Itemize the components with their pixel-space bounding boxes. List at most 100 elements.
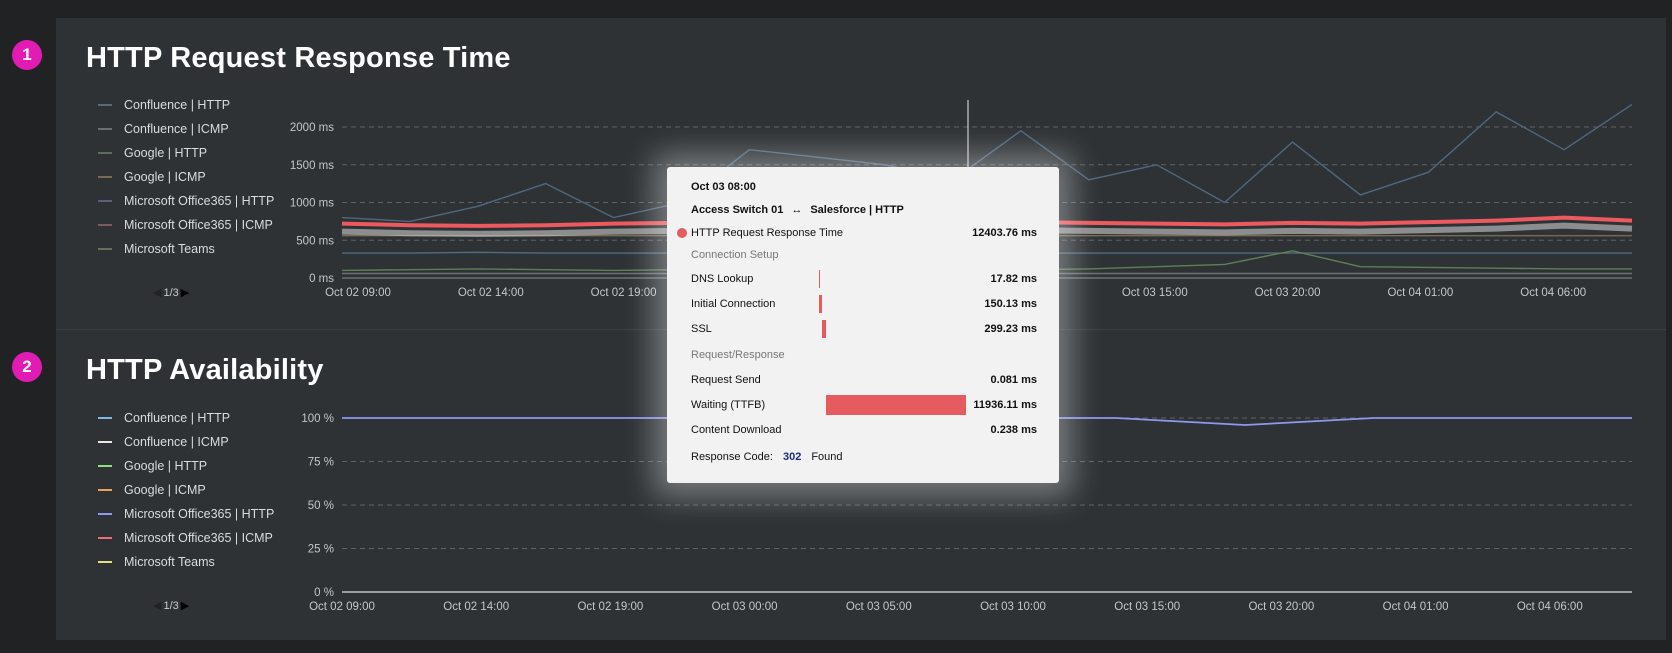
y-tick-label: 2000 ms (290, 122, 334, 134)
legend-label: Confluence | HTTP (124, 411, 231, 425)
x-tick-label: Oct 04 06:00 (1520, 287, 1586, 299)
legend-label: Microsoft Office365 | HTTP (124, 507, 275, 521)
tooltip-metric-value: 12403.76 ms (972, 227, 1037, 239)
legend-swatch (98, 176, 112, 178)
timing-bar (822, 320, 826, 338)
legend-label: Google | ICMP (124, 170, 206, 184)
x-tick-label: Oct 03 15:00 (1122, 287, 1188, 299)
timing-value: 150.13 ms (984, 298, 1037, 310)
pager-prev-icon[interactable]: ◀ (153, 600, 162, 612)
panel-title: HTTP Availability (86, 354, 324, 386)
pager-prev-icon[interactable]: ◀ (153, 287, 162, 299)
legend-label: Google | HTTP (124, 459, 208, 473)
tooltip-section-heading: Request/Response (691, 349, 785, 361)
legend-item[interactable]: Google | ICMP (98, 478, 274, 502)
legend-label: Microsoft Office365 | ICMP (124, 531, 273, 545)
timing-row: Initial Connection 150.13 ms (691, 295, 1037, 313)
timing-label: Waiting (TTFB) (691, 399, 766, 411)
timing-label: Initial Connection (691, 298, 776, 310)
legend-swatch (98, 128, 112, 130)
x-tick-label: Oct 04 06:00 (1517, 601, 1583, 613)
legend-item[interactable]: Confluence | HTTP (98, 93, 274, 117)
legend-label: Confluence | ICMP (124, 435, 229, 449)
chart-legend: Confluence | HTTP Confluence | ICMP Google… (98, 406, 274, 574)
timing-row: DNS Lookup 17.82 ms (691, 270, 1037, 288)
x-tick-label: Oct 03 20:00 (1255, 287, 1321, 299)
legend-item[interactable]: Microsoft Office365 | ICMP (98, 213, 274, 237)
legend-item[interactable]: Microsoft Office365 | HTTP (98, 502, 274, 526)
timing-value: 11936.11 ms (973, 399, 1037, 411)
legend-swatch (98, 489, 112, 491)
pager-next-icon[interactable]: ▶ (180, 287, 190, 299)
x-tick-label: Oct 02 14:00 (443, 601, 509, 613)
timing-label: Content Download (691, 424, 782, 436)
tooltip-target: Salesforce | HTTP (810, 204, 904, 216)
timing-label: Request Send (691, 374, 761, 386)
timing-bar (819, 295, 822, 313)
pager-label: 1/3 (163, 286, 179, 299)
tooltip-path: Access Switch 01 ↔ Salesforce | HTTP (691, 202, 1037, 218)
x-tick-label: Oct 02 09:00 (325, 287, 391, 299)
legend-label: Confluence | ICMP (124, 122, 229, 136)
legend-swatch (98, 417, 112, 419)
pager-next-icon[interactable]: ▶ (180, 600, 190, 612)
legend-label: Microsoft Teams (124, 555, 215, 569)
legend-item[interactable]: Google | HTTP (98, 141, 274, 165)
tooltip-time: Oct 03 08:00 (691, 181, 756, 193)
x-tick-label: Oct 02 14:00 (458, 287, 524, 299)
timing-row: Waiting (TTFB) 11936.11 ms (691, 395, 1037, 415)
panel-title: HTTP Request Response Time (86, 42, 511, 74)
y-tick-label: 1500 ms (290, 160, 334, 172)
legend-swatch (98, 248, 112, 250)
legend-item[interactable]: Google | HTTP (98, 454, 274, 478)
series-dot-icon (677, 228, 687, 238)
timing-value: 299.23 ms (984, 323, 1037, 335)
legend-item[interactable]: Confluence | HTTP (98, 406, 274, 430)
legend-swatch (98, 152, 112, 154)
legend-swatch (98, 224, 112, 226)
x-tick-label: Oct 02 19:00 (591, 287, 657, 299)
legend-swatch (98, 441, 112, 443)
timing-row: Content Download 0.238 ms (691, 422, 1037, 438)
legend-swatch (98, 561, 112, 563)
legend-swatch (98, 104, 112, 106)
legend-label: Google | ICMP (124, 483, 206, 497)
legend-label: Google | HTTP (124, 146, 208, 160)
tooltip-section-heading: Connection Setup (691, 249, 779, 261)
legend-pager[interactable]: ◀ 1/3 ▶ (153, 286, 190, 300)
tooltip-metric-label: HTTP Request Response Time (691, 227, 844, 239)
legend-swatch (98, 200, 112, 202)
legend-swatch (98, 537, 112, 539)
chart-legend: Confluence | HTTP Confluence | ICMP Google… (98, 93, 274, 261)
x-tick-label: Oct 04 01:00 (1387, 287, 1453, 299)
legend-item[interactable]: Microsoft Teams (98, 237, 274, 261)
tooltip-source: Access Switch 01 (691, 204, 784, 216)
timing-value: 0.081 ms (990, 374, 1037, 386)
legend-item[interactable]: Confluence | ICMP (98, 117, 274, 141)
legend-label: Microsoft Teams (124, 242, 215, 256)
x-tick-label: Oct 04 01:00 (1383, 601, 1449, 613)
x-tick-label: Oct 03 00:00 (712, 601, 778, 613)
tooltip-metric-row: HTTP Request Response Time 12403.76 ms (677, 225, 1037, 241)
legend-item[interactable]: Microsoft Office365 | ICMP (98, 526, 274, 550)
chart-tooltip: Oct 03 08:00 Access Switch 01 ↔ Salesfor… (667, 167, 1059, 483)
x-tick-label: Oct 03 05:00 (846, 601, 912, 613)
panel-number-badge: 1 (12, 40, 42, 70)
legend-swatch (98, 465, 112, 467)
legend-label: Microsoft Office365 | ICMP (124, 218, 273, 232)
legend-item[interactable]: Google | ICMP (98, 165, 274, 189)
legend-item[interactable]: Microsoft Teams (98, 550, 274, 574)
y-tick-label: 100 % (301, 413, 334, 425)
timing-label: DNS Lookup (691, 273, 754, 285)
bidirectional-arrow-icon: ↔ (791, 204, 803, 216)
legend-label: Confluence | HTTP (124, 98, 231, 112)
x-tick-label: Oct 03 20:00 (1248, 601, 1314, 613)
x-tick-label: Oct 03 15:00 (1114, 601, 1180, 613)
legend-item[interactable]: Microsoft Office365 | HTTP (98, 189, 274, 213)
legend-label: Microsoft Office365 | HTTP (124, 194, 275, 208)
legend-item[interactable]: Confluence | ICMP (98, 430, 274, 454)
legend-pager[interactable]: ◀ 1/3 ▶ (153, 599, 190, 613)
timing-row: Request Send 0.081 ms (691, 372, 1037, 388)
y-tick-label: 50 % (308, 500, 334, 512)
